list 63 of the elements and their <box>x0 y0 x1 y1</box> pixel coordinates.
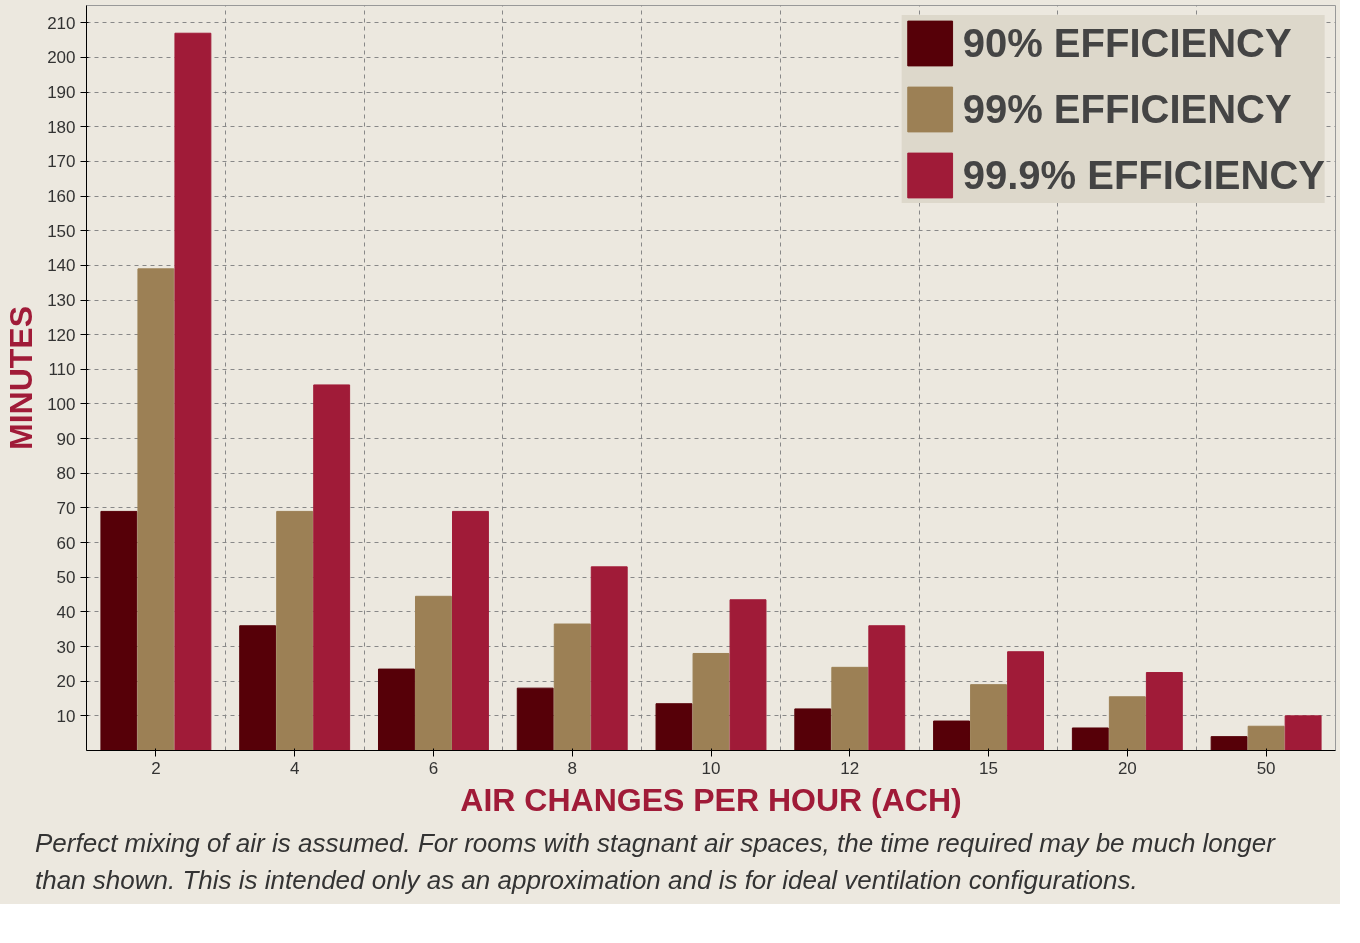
bar <box>970 684 1007 751</box>
bar <box>1284 715 1322 751</box>
bar <box>1108 696 1146 751</box>
bar <box>1247 725 1285 751</box>
bar <box>1210 736 1248 751</box>
y-tick-label: 50 <box>56 568 76 588</box>
y-tick-label: 80 <box>56 464 76 484</box>
x-tick-label: 50 <box>1256 758 1276 778</box>
y-tick-label: 130 <box>47 291 76 311</box>
y-tick-label: 100 <box>47 394 76 414</box>
bar <box>729 599 767 751</box>
legend-label: 90% EFFICIENCY <box>962 20 1292 66</box>
bar <box>1071 727 1109 751</box>
bar <box>174 32 212 751</box>
x-tick-label: 4 <box>289 758 300 778</box>
y-tick-label: 40 <box>56 602 76 622</box>
x-tick-label: 15 <box>979 758 999 778</box>
bar <box>794 708 832 751</box>
y-tick-label: 90 <box>56 429 76 449</box>
x-tick-label: 8 <box>567 758 577 778</box>
y-tick-label: 200 <box>47 48 76 68</box>
y-tick-label: 70 <box>56 498 76 518</box>
bar <box>553 623 591 751</box>
bar <box>239 625 277 751</box>
x-axis-title: AIR CHANGES PER HOUR (ACH) <box>460 781 962 818</box>
x-tick-label: 12 <box>840 758 860 778</box>
bar <box>276 510 314 751</box>
bar <box>831 666 869 751</box>
y-tick-label: 150 <box>47 221 76 241</box>
bar <box>692 652 730 751</box>
x-tick-label: 10 <box>701 758 721 778</box>
y-axis-title: MINUTES <box>3 306 40 450</box>
bar <box>1145 672 1183 751</box>
y-tick-label: 140 <box>47 256 76 276</box>
y-tick-label: 170 <box>47 152 76 172</box>
bar <box>516 687 554 751</box>
y-tick-label: 190 <box>47 83 76 103</box>
bar <box>137 268 175 751</box>
bar <box>655 703 693 751</box>
y-tick-label: 10 <box>56 706 76 726</box>
text: Perfect mixing of air is assumed. For rooms with stagnant air spaces, the time required may be much longer than shown. This is intended only as an approximation and is for ideal ventilation configurations. <box>35 827 1277 898</box>
x-tick-label: 20 <box>1117 758 1137 778</box>
bar <box>452 510 489 751</box>
y-tick-label: 30 <box>56 637 76 657</box>
bar <box>1007 651 1045 751</box>
y-tick-label: 160 <box>47 187 76 207</box>
y-tick-label: 20 <box>56 672 76 692</box>
bar <box>415 595 452 751</box>
x-tick-label: 2 <box>151 758 161 778</box>
y-tick-label: 120 <box>47 325 76 345</box>
bar <box>377 668 415 751</box>
legend-label: 99.9% EFFICIENCY <box>962 152 1325 198</box>
bar <box>933 720 970 751</box>
bar <box>313 384 351 751</box>
legend-label: 99% EFFICIENCY <box>962 86 1292 132</box>
y-tick-label: 210 <box>47 13 76 33</box>
bar <box>590 566 628 751</box>
y-tick-label: 180 <box>47 117 76 137</box>
x-tick-label: 6 <box>428 758 439 778</box>
bar <box>100 510 138 751</box>
y-tick-label: 60 <box>56 533 76 553</box>
y-tick-label: 110 <box>48 360 76 380</box>
bar <box>868 625 906 751</box>
